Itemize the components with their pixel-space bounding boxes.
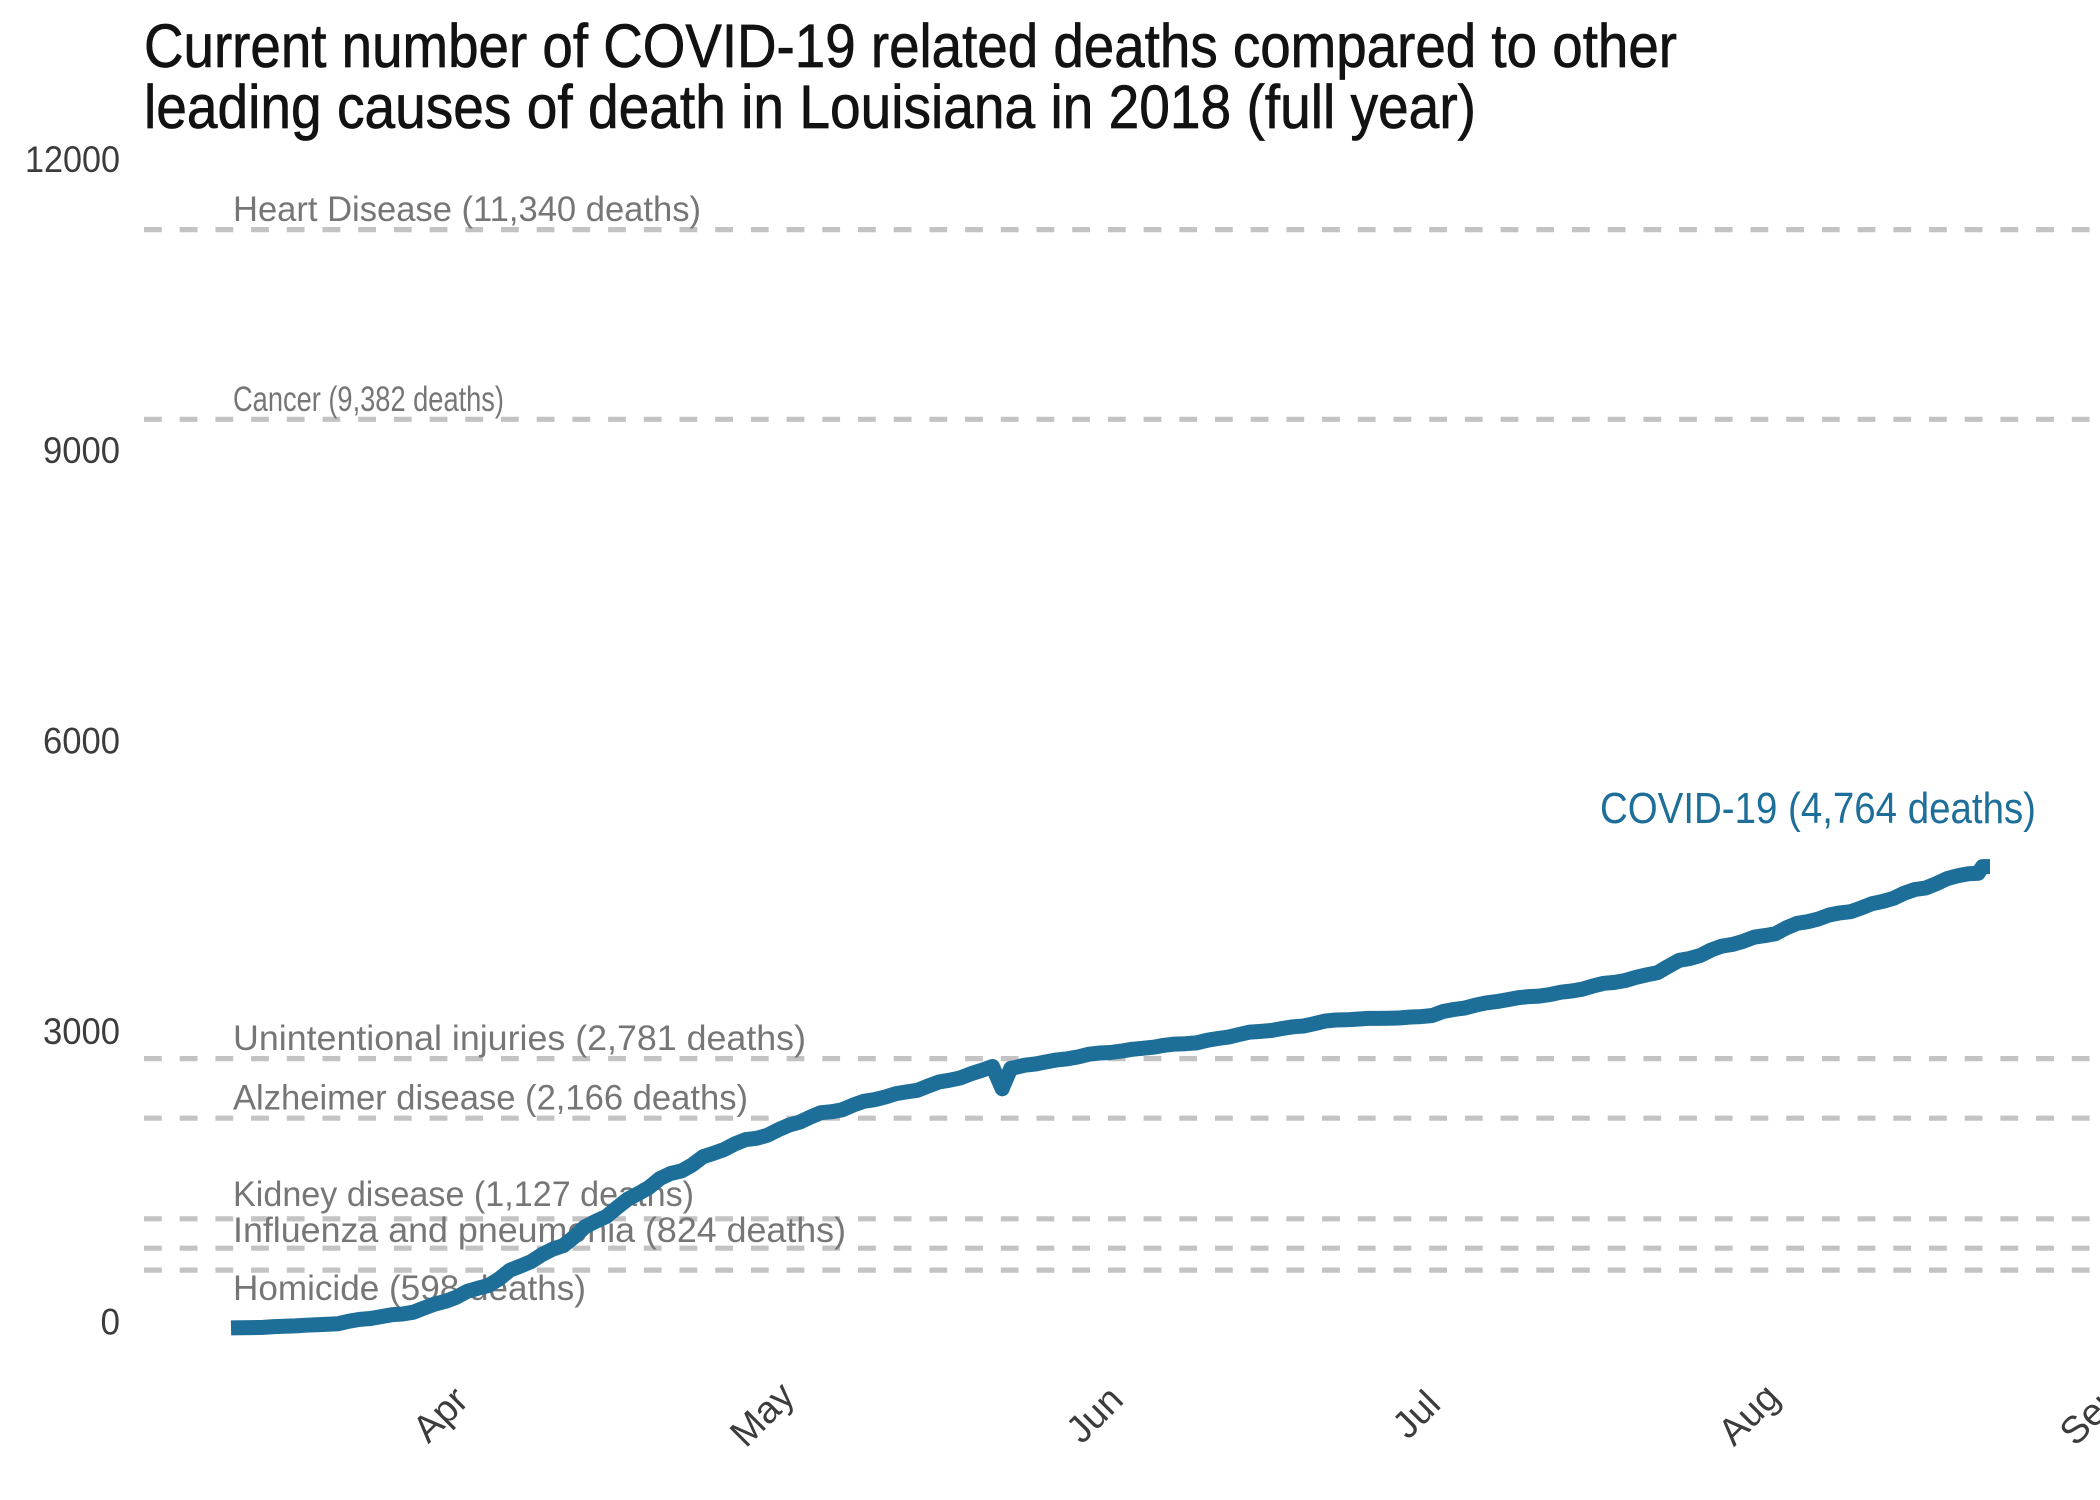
- svg-text:12000: 12000: [25, 138, 120, 180]
- svg-text:3000: 3000: [43, 1010, 120, 1052]
- svg-text:Heart Disease (11,340 deaths): Heart Disease (11,340 deaths): [233, 190, 701, 229]
- svg-text:Influenza and pneumonia (824 d: Influenza and pneumonia (824 deaths): [233, 1211, 846, 1250]
- svg-text:leading causes of death in Lou: leading causes of death in Louisiana in …: [144, 73, 1476, 141]
- svg-text:0: 0: [101, 1301, 121, 1343]
- svg-text:Current number of COVID-19 rel: Current number of COVID-19 related death…: [144, 12, 1677, 80]
- svg-text:9000: 9000: [43, 429, 120, 471]
- svg-text:COVID-19 (4,764 deaths): COVID-19 (4,764 deaths): [1600, 784, 2036, 833]
- svg-text:Unintentional injuries (2,781: Unintentional injuries (2,781 deaths): [233, 1019, 806, 1058]
- svg-text:6000: 6000: [43, 719, 120, 761]
- svg-text:Alzheimer disease (2,166 death: Alzheimer disease (2,166 deaths): [233, 1079, 748, 1118]
- svg-text:Homicide (598 deaths): Homicide (598 deaths): [233, 1269, 586, 1308]
- svg-text:Cancer (9,382 deaths): Cancer (9,382 deaths): [233, 380, 504, 419]
